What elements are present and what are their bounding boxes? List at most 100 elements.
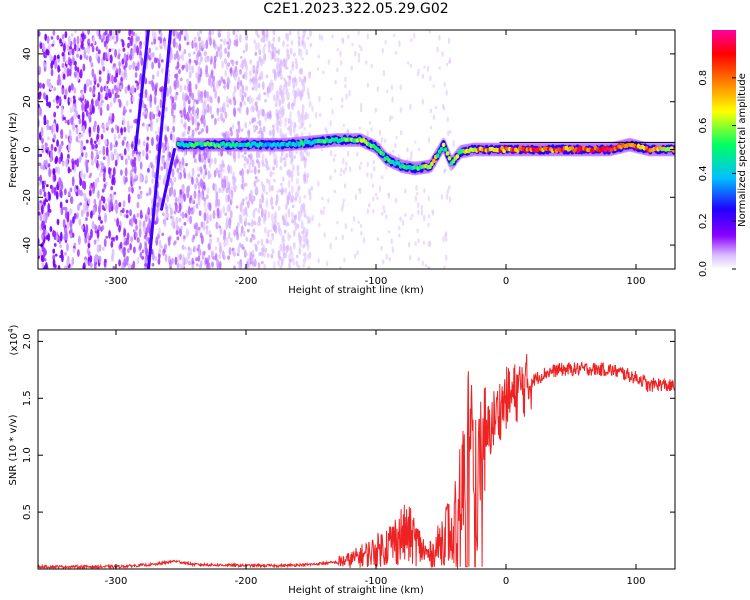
noise-speck xyxy=(221,60,225,69)
noise-speck xyxy=(158,110,161,117)
noise-speck xyxy=(145,154,149,161)
noise-speck xyxy=(123,213,127,218)
noise-speck xyxy=(173,240,177,244)
noise-speck xyxy=(112,30,115,41)
noise-speck xyxy=(53,86,57,92)
noise-speck xyxy=(360,230,363,236)
noise-speck xyxy=(193,98,197,103)
noise-speck xyxy=(107,52,111,62)
noise-speck xyxy=(314,112,318,119)
noise-speck xyxy=(287,118,291,125)
noise-speck xyxy=(257,262,261,269)
noise-speck xyxy=(68,207,72,216)
noise-speck xyxy=(281,176,285,183)
noise-speck xyxy=(74,30,77,34)
noise-speck xyxy=(176,167,180,173)
noise-speck xyxy=(271,50,275,60)
noise-speck xyxy=(43,200,46,206)
noise-speck xyxy=(100,167,104,173)
noise-speck xyxy=(127,125,131,134)
noise-speck xyxy=(334,153,337,158)
noise-speck xyxy=(263,263,267,269)
noise-speck xyxy=(252,64,256,72)
noise-speck xyxy=(127,193,131,204)
noise-speck xyxy=(257,42,261,51)
noise-speck xyxy=(261,159,265,165)
noise-speck xyxy=(278,115,282,120)
noise-speck xyxy=(117,48,121,54)
noise-speck xyxy=(348,166,352,173)
noise-speck xyxy=(179,77,183,82)
noise-speck xyxy=(200,116,204,125)
noise-speck xyxy=(281,256,285,262)
noise-speck xyxy=(292,87,295,97)
noise-speck xyxy=(250,97,254,104)
noise-speck xyxy=(347,130,350,134)
noise-speck xyxy=(222,79,226,85)
noise-speck xyxy=(421,260,425,267)
noise-speck xyxy=(188,70,192,79)
noise-speck xyxy=(262,125,266,133)
noise-speck xyxy=(306,36,310,40)
noise-speck xyxy=(183,172,187,179)
x-tick-label: -100 xyxy=(365,576,388,587)
noise-speck xyxy=(186,78,189,83)
noise-speck xyxy=(262,216,266,225)
noise-speck xyxy=(204,168,208,172)
noise-speck xyxy=(417,257,420,262)
noise-speck xyxy=(109,91,112,99)
noise-speck xyxy=(195,263,199,267)
noise-speck xyxy=(109,198,113,208)
noise-speck xyxy=(199,59,203,63)
noise-speck xyxy=(42,83,45,89)
noise-speck xyxy=(181,157,185,166)
noise-speck xyxy=(424,263,428,268)
x-tick-label: 0 xyxy=(503,576,509,587)
noise-speck xyxy=(272,36,276,43)
noise-speck xyxy=(218,79,221,87)
noise-speck xyxy=(229,67,233,73)
noise-speck xyxy=(146,136,150,141)
noise-speck xyxy=(54,253,58,257)
noise-speck xyxy=(88,126,92,134)
noise-speck xyxy=(45,149,49,154)
noise-speck xyxy=(107,158,110,167)
noise-speck xyxy=(325,129,328,135)
noise-speck xyxy=(96,176,100,183)
noise-speck xyxy=(125,54,129,61)
noise-speck xyxy=(432,114,436,121)
noise-speck xyxy=(80,169,84,179)
noise-speck xyxy=(279,189,283,193)
noise-speck xyxy=(120,155,124,161)
noise-speck xyxy=(239,101,243,108)
noise-speck xyxy=(139,161,143,170)
noise-speck xyxy=(197,89,201,98)
noise-speck xyxy=(307,265,311,269)
noise-speck xyxy=(174,30,178,36)
noise-speck xyxy=(272,166,276,171)
noise-speck xyxy=(76,35,80,45)
noise-speck xyxy=(62,218,66,229)
noise-speck xyxy=(257,208,261,214)
noise-speck xyxy=(366,161,369,168)
noise-speck xyxy=(385,253,388,260)
noise-speck xyxy=(149,93,153,104)
noise-speck xyxy=(205,64,209,75)
noise-speck xyxy=(184,95,188,102)
noise-speck xyxy=(302,202,306,210)
noise-speck xyxy=(343,257,346,263)
noise-speck xyxy=(82,207,86,214)
noise-speck xyxy=(148,187,152,196)
noise-speck xyxy=(296,171,300,177)
noise-speck xyxy=(429,75,432,82)
noise-speck xyxy=(54,146,57,152)
noise-speck xyxy=(135,224,139,231)
noise-speck xyxy=(215,167,219,174)
noise-speck xyxy=(390,116,394,120)
noise-speck xyxy=(76,43,79,53)
noise-speck xyxy=(252,124,256,129)
noise-speck xyxy=(279,228,283,237)
noise-speck xyxy=(119,241,123,249)
noise-speck xyxy=(242,74,246,78)
noise-speck xyxy=(76,212,80,220)
